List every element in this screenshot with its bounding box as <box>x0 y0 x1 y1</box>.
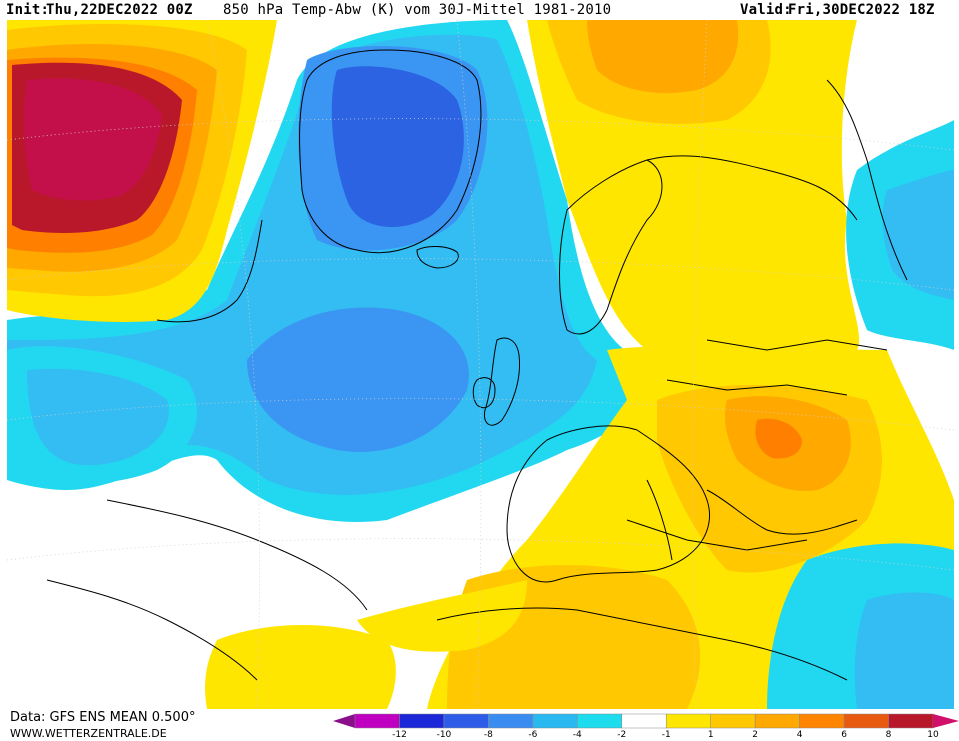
cold-area-southeast-core <box>854 592 954 709</box>
warm-area-south-atlantic <box>205 625 396 709</box>
init-value: Thu,22DEC2022 00Z <box>46 2 193 18</box>
legend-tick-label: 2 <box>752 730 759 740</box>
legend-arrow-high <box>933 714 959 728</box>
legend-tick-label: -2 <box>617 730 627 740</box>
anomaly-field <box>7 20 954 709</box>
warm-area-canada-core <box>23 78 162 201</box>
legend-tick-label: 8 <box>885 730 892 740</box>
init-label: Init: <box>6 2 50 18</box>
data-source-text: Data: GFS ENS MEAN 0.500° <box>10 710 196 725</box>
website-text: WWW.WETTERZENTRALE.DE <box>10 727 167 740</box>
legend-tick-label: -10 <box>436 730 452 740</box>
warm-area-north-o <box>587 20 739 94</box>
legend-swatch <box>577 713 623 729</box>
header-bar: Init: Thu,22DEC2022 00Z 850 hPa Temp-Abw… <box>0 0 959 20</box>
warm-area-strip <box>357 580 527 652</box>
legend-tick-label: -4 <box>572 730 582 740</box>
legend-colorbar <box>333 713 959 729</box>
temperature-anomaly-map <box>7 20 954 709</box>
legend-swatch <box>754 713 800 729</box>
legend-swatch <box>488 713 534 729</box>
cold-area-west-core <box>27 368 169 466</box>
valid-label: Valid: <box>740 2 792 18</box>
legend-tick-label: 4 <box>796 730 803 740</box>
graticule <box>7 20 954 709</box>
legend-swatch <box>799 713 845 729</box>
legend-tick-label: -12 <box>392 730 407 740</box>
legend-tick-label: -1 <box>661 730 671 740</box>
legend-tick-label: -8 <box>483 730 493 740</box>
legend-tick-label: 10 <box>927 730 939 740</box>
warm-area-europe-core <box>755 418 802 459</box>
legend-tick-label: 6 <box>841 730 847 740</box>
legend-swatch <box>532 713 578 729</box>
cold-area-atlantic-deep <box>247 307 469 452</box>
legend-swatch <box>621 713 667 729</box>
legend-swatch <box>443 713 489 729</box>
coastlines <box>46 49 908 681</box>
legend-swatch <box>710 713 756 729</box>
legend-swatch <box>354 713 400 729</box>
cold-area-greenland-core <box>331 66 464 227</box>
chart-title: 850 hPa Temp-Abw (K) vom 30J-Mittel 1981… <box>223 2 612 18</box>
color-legend: -12-10-8-6-4-2-1124681012 <box>333 713 959 740</box>
legend-tick-label: -6 <box>528 730 538 740</box>
legend-swatch <box>843 713 889 729</box>
legend-arrow-low <box>333 714 355 728</box>
legend-swatch <box>888 713 934 729</box>
legend-tick-label: 1 <box>707 730 714 740</box>
legend-swatch <box>399 713 445 729</box>
cold-area-east-core <box>882 170 954 300</box>
valid-value: Fri,30DEC2022 18Z <box>788 2 935 18</box>
legend-swatch <box>665 713 711 729</box>
